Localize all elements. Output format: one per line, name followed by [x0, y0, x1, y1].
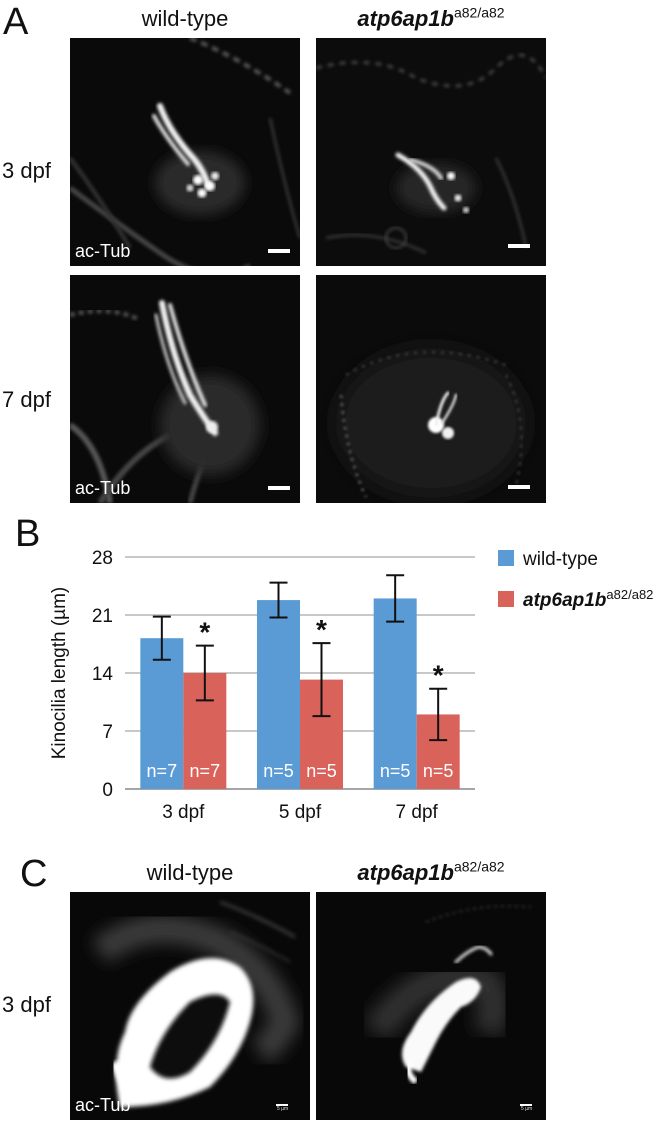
panel-c-col-mutant: atp6ap1ba82/a82 [316, 858, 546, 885]
panel-a-row-3dpf: 3 dpf [2, 158, 51, 183]
panel-b-letter: B [15, 513, 41, 555]
y-axis-label: Kinocilia length (µm) [49, 587, 70, 760]
micrograph-c-wt: ac-Tub 5 µm [70, 892, 310, 1120]
allele-superscript: a82/a82 [453, 4, 505, 21]
micrograph-wt-7dpf: ac-Tub [70, 275, 300, 503]
scale-bar-label: 5 µm [521, 1106, 533, 1112]
n-label: n=5 [423, 761, 454, 781]
allele-superscript: a82/a82 [453, 858, 505, 875]
panel-a-col-wild-type: wild-type [141, 6, 229, 31]
micrograph-mutant-3dpf [316, 38, 546, 266]
stain-label-wt-3dpf: ac-Tub [75, 241, 131, 261]
n-label: n=5 [306, 761, 337, 781]
panel-c-row-3dpf: 3 dpf [2, 992, 51, 1017]
bar [373, 598, 417, 789]
x-tick-label: 3 dpf [162, 802, 205, 823]
scale-bar [276, 1104, 288, 1106]
legend-swatch [498, 550, 514, 566]
significance-marker: * [316, 614, 327, 645]
n-label: n=7 [190, 761, 221, 781]
legend-label: atp6ap1ba82/a82 [523, 587, 653, 611]
legend-swatch [498, 591, 514, 607]
scale-bar [268, 249, 290, 253]
y-tick-label: 0 [102, 780, 113, 801]
stain-label-c-wt: ac-Tub [75, 1095, 131, 1115]
n-label: n=5 [263, 761, 294, 781]
y-tick-label: 28 [92, 548, 113, 569]
panel-c-letter: C [20, 853, 48, 895]
x-tick-label: 5 dpf [279, 802, 322, 823]
micrograph-c-mutant: 5 µm [316, 892, 546, 1120]
scale-bar [520, 1104, 532, 1106]
panel-a-letter: A [3, 1, 29, 43]
gene-name: atp6ap1b [357, 6, 454, 31]
y-tick-label: 14 [92, 664, 114, 685]
gene-name: atp6ap1b [357, 860, 454, 885]
significance-marker: * [199, 617, 210, 648]
y-tick-label: 7 [102, 722, 113, 743]
scale-bar [508, 485, 530, 489]
x-tick-label: 7 dpf [396, 802, 439, 823]
micrograph-wt-3dpf: ac-Tub [70, 38, 300, 266]
bar [140, 638, 184, 789]
n-label: n=5 [380, 761, 411, 781]
kinocilia-length-chart: 0 7 14 21 28 Kinocilia length (µm) n=7 n=7 * 3 dp… [49, 548, 653, 823]
legend-label: wild-type [522, 549, 598, 570]
panel-a-col-mutant: atp6ap1ba82/a82 [316, 4, 546, 31]
stain-label-wt-7dpf: ac-Tub [75, 478, 131, 498]
micrograph-mutant-7dpf [316, 275, 546, 503]
panel-a-row-7dpf: 7 dpf [2, 387, 51, 412]
significance-marker: * [433, 660, 444, 691]
scale-bar [268, 486, 290, 490]
panel-c-col-wild-type: wild-type [146, 860, 234, 885]
y-tick-label: 21 [92, 606, 113, 627]
bar [257, 600, 300, 789]
scale-bar [508, 244, 530, 248]
scale-bar-label: 5 µm [277, 1106, 289, 1112]
n-label: n=7 [147, 761, 178, 781]
